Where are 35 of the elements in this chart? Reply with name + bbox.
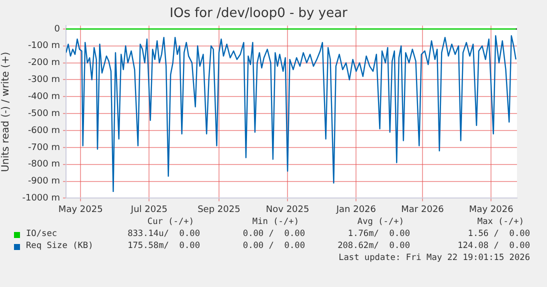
y-tick-label: -600 m	[28, 126, 60, 136]
text: 1.56 / 0.00	[468, 229, 530, 239]
y-tick-label: -100 m	[28, 41, 60, 52]
text: 0.00 / 0.00	[242, 229, 305, 239]
chart-title: IOs for /dev/loop0 - by year	[170, 6, 348, 22]
legend-label: Req Size (KB)	[26, 241, 94, 251]
y-tick-label: -400 m	[28, 92, 60, 102]
x-tick-label: Mar 2026	[401, 204, 444, 215]
legend-label: IO/sec	[26, 229, 58, 239]
x-tick-label: Jul 2025	[130, 204, 168, 215]
text: Min (-/+)	[252, 217, 299, 227]
text: Last update: Fri May 22 19:01:15 2026	[338, 253, 530, 263]
y-tick-label: -1000 m	[22, 194, 60, 204]
y-tick-label: -500 m	[28, 108, 60, 119]
y-tick-label: -300 m	[28, 75, 60, 86]
text: 0.00 / 0.00	[242, 241, 305, 251]
x-tick-label: May 2025	[58, 204, 103, 215]
text: 833.14u/ 0.00	[128, 229, 200, 239]
x-tick-label: Jan 2026	[335, 204, 376, 215]
y-tick-label: -700 m	[28, 142, 60, 153]
text: 1.76m/ 0.00	[348, 229, 410, 239]
text: 175.58m/ 0.00	[128, 241, 200, 251]
y-tick-label: -200 m	[28, 58, 60, 68]
y-axis-title: Units read (-) / write (+)	[0, 52, 12, 172]
text: 208.62m/ 0.00	[338, 241, 410, 251]
y-tick-label: -900 m	[28, 176, 60, 187]
x-tick-label: Sep 2025	[198, 204, 240, 215]
text: Cur (-/+)	[147, 217, 194, 227]
y-tick-label: 0	[54, 24, 60, 34]
text: Max (-/+)	[477, 217, 524, 227]
text: Avg (-/+)	[357, 217, 404, 227]
text: 124.08 / 0.00	[458, 241, 530, 251]
y-tick-label: -800 m	[28, 160, 60, 170]
x-tick-label: Nov 2025	[266, 204, 310, 215]
x-tick-label: May 2026	[468, 204, 514, 215]
